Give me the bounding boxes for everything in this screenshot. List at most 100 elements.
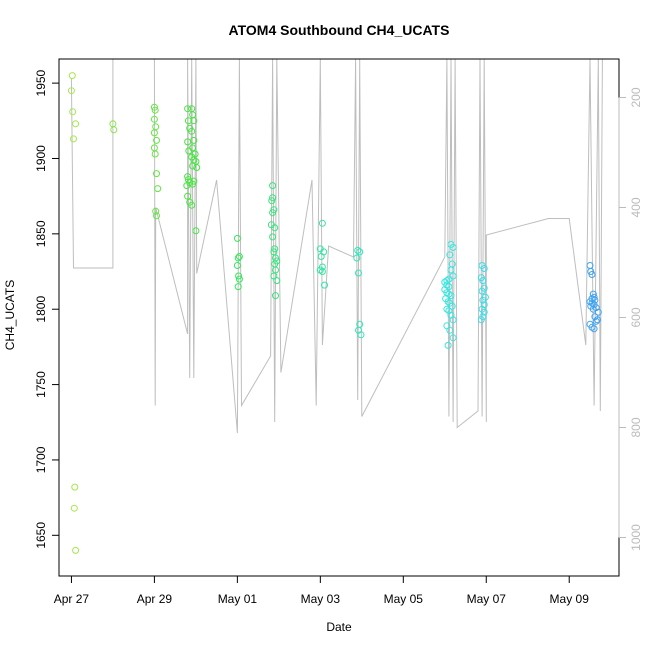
secondary-y-axis: 200 400 600 800 1000	[618, 87, 643, 551]
x-axis-label: Date	[326, 620, 352, 634]
data-point-20	[152, 207, 160, 215]
data-point-35	[189, 111, 197, 119]
data-point-127	[477, 316, 485, 324]
data-point-10	[150, 103, 158, 111]
data-point-5	[71, 483, 79, 491]
data-point-25	[184, 138, 192, 146]
data-point-114	[444, 341, 452, 349]
data-point-147	[590, 325, 598, 333]
data-point-21	[153, 212, 160, 220]
x-tick-label-0: Apr 27	[54, 592, 90, 606]
y2-tick-label-1: 400	[629, 197, 643, 217]
data-point-9	[110, 126, 118, 134]
x-tick-label-5: May 07	[467, 592, 507, 606]
data-point-38	[190, 136, 198, 144]
data-point-140	[589, 305, 597, 313]
pressure-trace-layer	[70, 58, 603, 434]
y2-tick-label-0: 200	[629, 87, 643, 107]
data-point-141	[594, 308, 602, 316]
data-point-101	[445, 290, 453, 298]
data-point-13	[152, 123, 160, 131]
data-point-57	[269, 194, 277, 202]
data-point-15	[153, 136, 160, 144]
data-point-130	[588, 271, 596, 278]
data-point-116	[480, 265, 488, 272]
data-point-120	[478, 287, 486, 295]
data-point-79	[318, 268, 326, 275]
data-point-92	[447, 266, 455, 274]
y-axis-label: CH4_UCATS	[3, 280, 17, 350]
data-point-83	[353, 254, 361, 262]
pressure-trace-line	[70, 58, 603, 434]
x-axis: Apr 27 Apr 29 May 01 May 03 May 05 May 07 May …	[54, 575, 590, 606]
x-tick-label-3: May 03	[301, 592, 341, 606]
data-point-14	[150, 129, 158, 137]
data-point-123	[480, 301, 488, 309]
data-point-3	[72, 120, 80, 128]
data-point-56	[269, 182, 277, 190]
y-tick-label-1: 1700	[34, 446, 48, 473]
data-point-45	[189, 180, 197, 188]
data-point-132	[590, 293, 598, 301]
data-point-27	[184, 173, 192, 181]
x-tick-label-4: May 05	[384, 592, 424, 606]
data-point-36	[190, 117, 198, 125]
y-tick-label-0: 1650	[34, 522, 48, 549]
data-point-108	[445, 307, 453, 315]
y2-tick-label-4: 1000	[629, 524, 643, 551]
data-point-106	[448, 302, 456, 310]
data-point-95	[443, 277, 451, 285]
data-point-23	[184, 117, 192, 125]
data-point-2	[69, 108, 77, 116]
data-points-layer	[67, 72, 602, 554]
plot-frame	[58, 58, 620, 577]
y-axis: 1650 1700 1750 1800 1850 1900 1950	[34, 69, 60, 549]
data-point-1	[67, 87, 75, 95]
data-point-102	[447, 292, 455, 300]
x-tick-label-2: May 01	[218, 592, 258, 606]
data-point-64	[271, 245, 279, 253]
data-point-97	[443, 281, 451, 289]
data-point-11	[151, 106, 159, 114]
data-point-22	[184, 105, 192, 113]
data-point-72	[272, 292, 279, 300]
data-point-52	[233, 262, 241, 269]
y-tick-label-6: 1950	[34, 69, 48, 96]
data-point-87	[357, 331, 365, 339]
data-point-47	[193, 164, 201, 171]
data-point-125	[480, 308, 488, 316]
data-point-122	[479, 296, 487, 304]
y2-tick-label-3: 800	[629, 417, 643, 437]
data-point-17	[151, 150, 159, 158]
data-point-60	[269, 209, 277, 217]
data-point-146	[588, 323, 596, 331]
y2-tick-label-2: 600	[629, 307, 643, 327]
data-point-58	[268, 197, 276, 205]
data-point-19	[154, 185, 162, 193]
data-point-110	[449, 316, 457, 324]
data-point-54	[235, 275, 243, 283]
y-tick-label-3: 1800	[34, 296, 48, 323]
data-point-0	[68, 72, 76, 80]
x-tick-label-6: May 09	[550, 592, 590, 606]
x-tick-label-1: Apr 29	[137, 592, 173, 606]
data-point-107	[443, 305, 451, 313]
data-point-76	[317, 253, 325, 260]
data-point-6	[70, 504, 78, 512]
data-point-39	[189, 144, 197, 152]
data-point-31	[184, 192, 192, 200]
data-point-37	[188, 127, 196, 135]
data-point-73	[318, 219, 326, 227]
data-point-63	[269, 233, 277, 241]
data-point-81	[354, 246, 362, 254]
chart-title: ATOM4 Southbound CH4_UCATS	[229, 22, 450, 38]
data-point-118	[479, 277, 487, 285]
data-point-50	[235, 253, 243, 260]
data-point-4	[70, 135, 77, 143]
data-point-33	[188, 201, 196, 209]
data-point-78	[316, 266, 324, 274]
data-point-104	[444, 298, 452, 306]
data-point-89	[449, 243, 457, 251]
data-point-51	[234, 254, 242, 262]
